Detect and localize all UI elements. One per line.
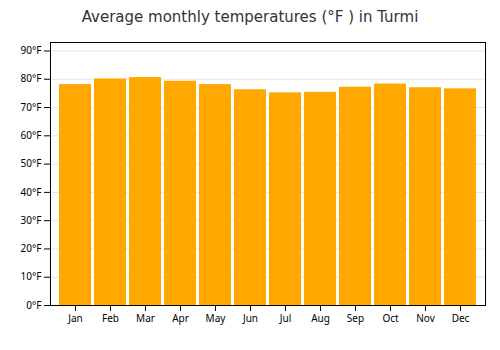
svg-text:0°F: 0°F — [26, 298, 41, 312]
svg-text:Nov: Nov — [416, 311, 435, 325]
svg-text:Sep: Sep — [347, 311, 364, 325]
svg-text:50°F: 50°F — [21, 156, 42, 170]
svg-text:10°F: 10°F — [21, 269, 42, 283]
svg-text:Jun: Jun — [242, 311, 258, 325]
svg-text:Mar: Mar — [136, 311, 155, 325]
svg-text:Aug: Aug — [311, 311, 330, 325]
svg-text:Jan: Jan — [67, 311, 83, 325]
svg-text:40°F: 40°F — [21, 185, 42, 199]
svg-text:20°F: 20°F — [21, 241, 42, 255]
svg-text:May: May — [206, 311, 227, 325]
svg-text:Jul: Jul — [279, 311, 292, 325]
svg-text:30°F: 30°F — [21, 213, 42, 227]
svg-text:Feb: Feb — [102, 311, 119, 325]
svg-text:Dec: Dec — [452, 311, 470, 325]
svg-text:Apr: Apr — [172, 311, 189, 325]
svg-text:70°F: 70°F — [21, 100, 42, 114]
svg-text:80°F: 80°F — [21, 71, 42, 85]
svg-text:90°F: 90°F — [21, 43, 42, 57]
svg-text:Oct: Oct — [382, 311, 399, 325]
html-text:Average monthly temperatures (: Average monthly temperatures (°F ) in Tu… — [81, 8, 419, 26]
svg-text:60°F: 60°F — [21, 128, 42, 142]
